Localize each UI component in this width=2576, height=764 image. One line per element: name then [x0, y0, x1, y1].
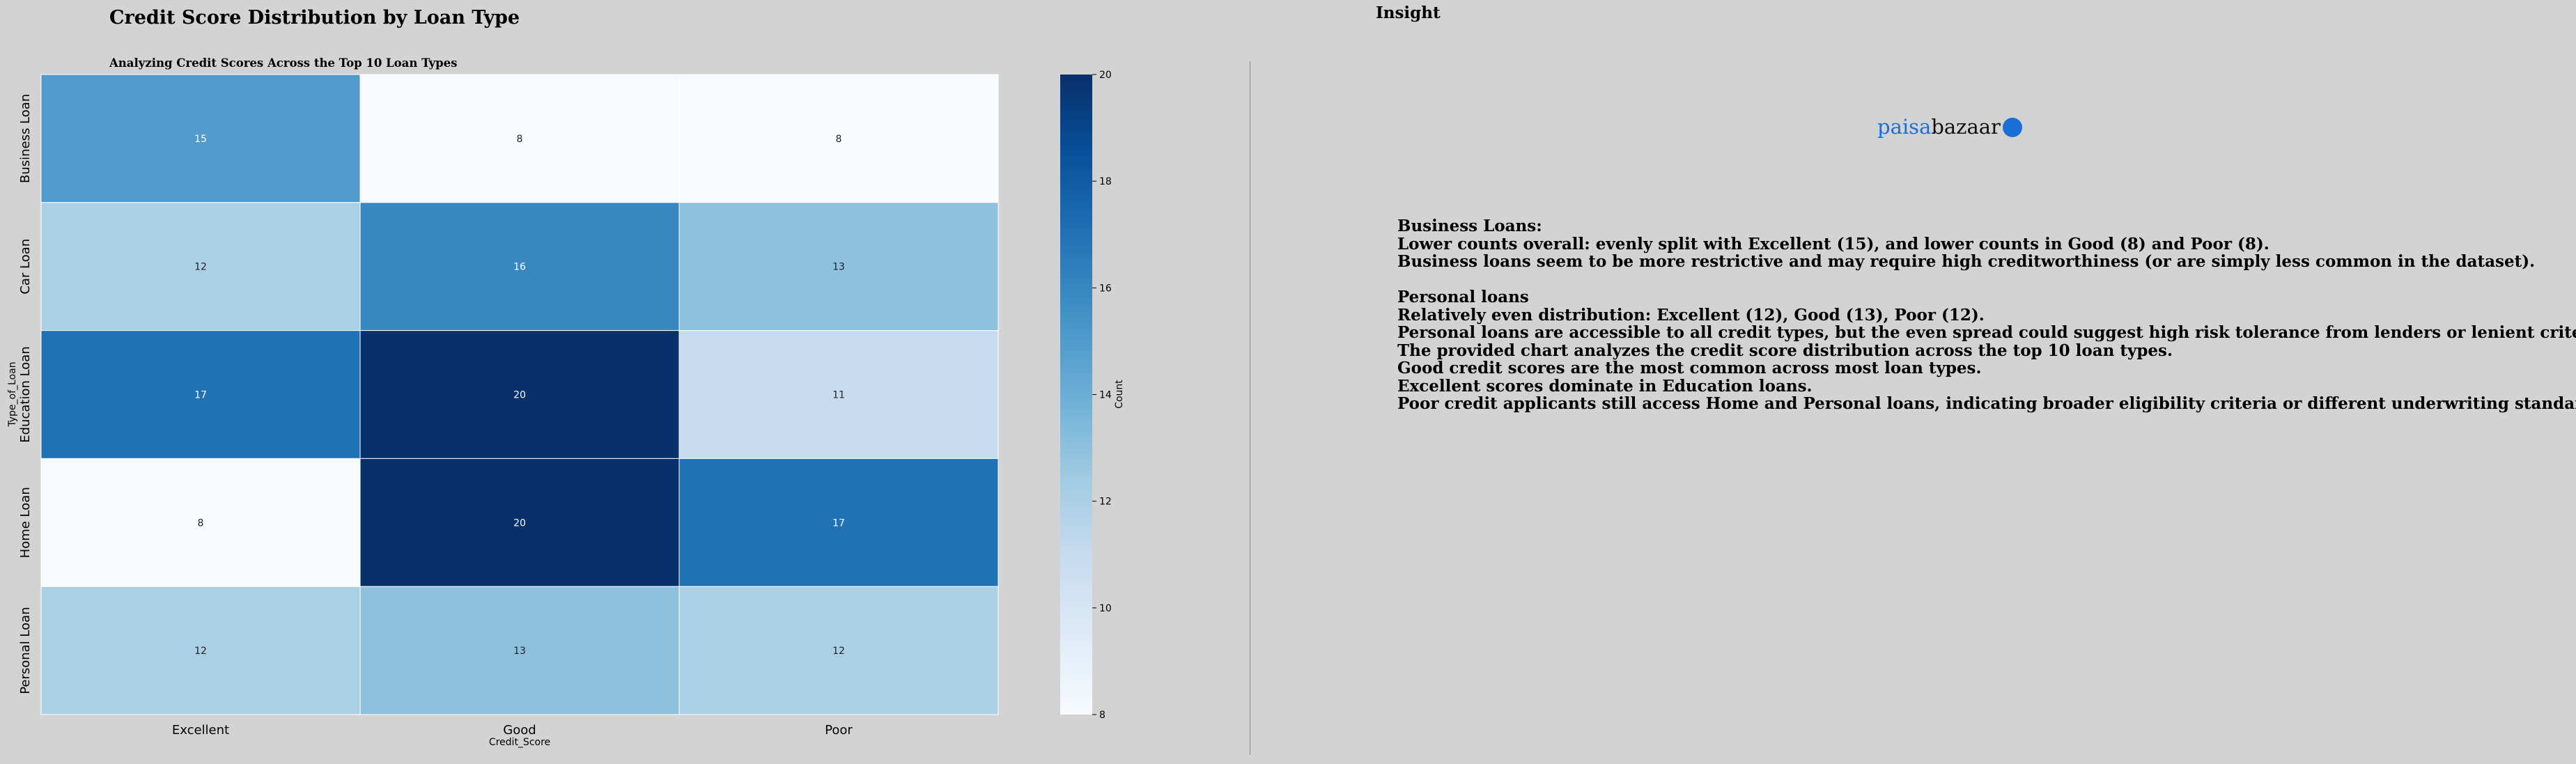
colorbar-tick-label: 14 [1099, 390, 1112, 401]
colorbar-label: Count [1114, 380, 1125, 409]
insight-text: Business Loans: Lower counts overall: eve… [1397, 217, 2576, 413]
cell-value-label: 8 [836, 134, 842, 145]
insight-line: The provided chart analyzes the credit s… [1397, 341, 2173, 360]
cell-value-label: 11 [832, 390, 845, 401]
x-tick-labels: Excellent Good Poor [172, 723, 853, 738]
colorbar-tick-label: 12 [1099, 497, 1112, 508]
logo-badge-icon [2002, 118, 2022, 137]
cell-value-label: 12 [832, 646, 845, 657]
cell-value-label: 13 [832, 262, 845, 273]
insight-line: Excellent scores dominate in Education l… [1397, 376, 1813, 396]
heatmap-cell [359, 586, 680, 715]
logo-text-primary: paisa [1877, 115, 1932, 139]
logo-text-secondary: bazaar [1931, 115, 2001, 139]
y-axis-label: Type_of_Loan [7, 361, 18, 427]
colorbar-tick-label: 16 [1099, 283, 1112, 294]
cell-value-label: 13 [513, 646, 526, 657]
cell-value-label: 15 [194, 134, 207, 145]
chart-subtitle: Analyzing Credit Scores Across the Top 1… [109, 56, 458, 70]
insight-line: Lower counts overall: evenly split with … [1397, 234, 2269, 254]
heatmap-cell [359, 202, 680, 332]
heatmap-cell [40, 330, 361, 459]
x-tick-label: Excellent [172, 723, 229, 738]
cell-value-label: 17 [194, 390, 207, 401]
cell-value-label: 20 [513, 390, 526, 401]
x-axis-label: Credit_Score [489, 737, 550, 748]
insight-line: Personal loans [1397, 288, 1529, 306]
heatmap-cell [359, 458, 680, 587]
colorbar-tick-label: 8 [1099, 710, 1105, 721]
chart-title: Credit Score Distribution by Loan Type [109, 7, 520, 29]
cell-value-label: 8 [198, 517, 204, 529]
x-tick-label: Good [503, 723, 536, 738]
heatmap-chart: 15 8 8 12 16 13 17 20 11 8 20 17 12 13 12 Excellent Goo… [7, 70, 1125, 748]
heatmap-cell [678, 586, 999, 715]
x-tick-label: Poor [825, 723, 853, 738]
cell-value-label: 8 [517, 134, 523, 145]
y-tick-labels: Business Loan Car Loan Education Loan Home … [18, 94, 33, 694]
heatmap-cell [40, 74, 361, 203]
heatmap-cell [678, 74, 999, 203]
colorbar-tick-label: 10 [1099, 603, 1112, 614]
cell-value-label: 12 [194, 262, 207, 273]
insight-line: Poor credit applicants still access Home… [1397, 394, 2576, 413]
cell-value-label: 12 [194, 646, 207, 657]
y-tick-label: Business Loan [18, 94, 33, 183]
insight-line: Business loans seem to be more restricti… [1397, 252, 2536, 271]
y-tick-label: Home Loan [18, 487, 33, 558]
insight-line: Business Loans: [1397, 217, 1542, 235]
insight-line: Personal loans are accessible to all cre… [1397, 323, 2576, 342]
insight-title: Insight [1376, 3, 1441, 22]
insight-line: Good credit scores are the most common a… [1397, 359, 1982, 377]
y-tick-label: Personal Loan [18, 607, 33, 694]
heatmap-cell [40, 202, 361, 332]
cell-value-label: 16 [513, 262, 526, 273]
insight-spacer [1397, 271, 2576, 289]
colorbar [1060, 75, 1092, 715]
colorbar-tick-label: 20 [1099, 70, 1112, 81]
paisabazaar-logo: paisa bazaar [1877, 115, 2022, 139]
cell-value-label: 20 [513, 517, 526, 529]
y-tick-label: Education Loan [18, 346, 33, 443]
y-tick-label: Car Loan [18, 239, 33, 295]
heatmap-cell [359, 330, 680, 459]
cell-value-label: 17 [832, 517, 845, 529]
heatmap-cell [678, 330, 999, 459]
heatmap-cell [678, 458, 999, 587]
colorbar-ticks: 8 10 12 14 16 18 20 [1092, 70, 1112, 721]
heatmap-cell [678, 202, 999, 332]
colorbar-tick-label: 18 [1099, 176, 1112, 187]
heatmap-cell [40, 458, 361, 587]
insight-line: Relatively even distribution: Excellent … [1397, 305, 1985, 325]
heatmap-cells: 15 8 8 12 16 13 17 20 11 8 20 17 12 13 12 [40, 74, 999, 715]
